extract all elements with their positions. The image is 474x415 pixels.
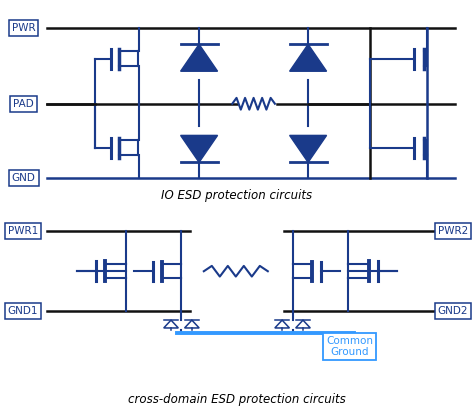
Text: Common
Ground: Common Ground bbox=[326, 336, 373, 357]
Text: GND2: GND2 bbox=[438, 306, 468, 316]
Text: PWR2: PWR2 bbox=[438, 226, 468, 236]
Text: PAD: PAD bbox=[13, 99, 34, 109]
Polygon shape bbox=[181, 44, 218, 71]
Text: IO ESD protection circuits: IO ESD protection circuits bbox=[162, 189, 312, 202]
Polygon shape bbox=[184, 320, 199, 328]
Polygon shape bbox=[290, 44, 327, 71]
Text: PWR1: PWR1 bbox=[8, 226, 38, 236]
Polygon shape bbox=[164, 320, 178, 328]
Text: PWR: PWR bbox=[12, 23, 36, 33]
Polygon shape bbox=[296, 320, 310, 328]
Polygon shape bbox=[181, 135, 218, 162]
Text: GND1: GND1 bbox=[8, 306, 38, 316]
Polygon shape bbox=[275, 320, 290, 328]
Text: cross-domain ESD protection circuits: cross-domain ESD protection circuits bbox=[128, 393, 346, 406]
Polygon shape bbox=[290, 135, 327, 162]
Text: GND: GND bbox=[12, 173, 36, 183]
